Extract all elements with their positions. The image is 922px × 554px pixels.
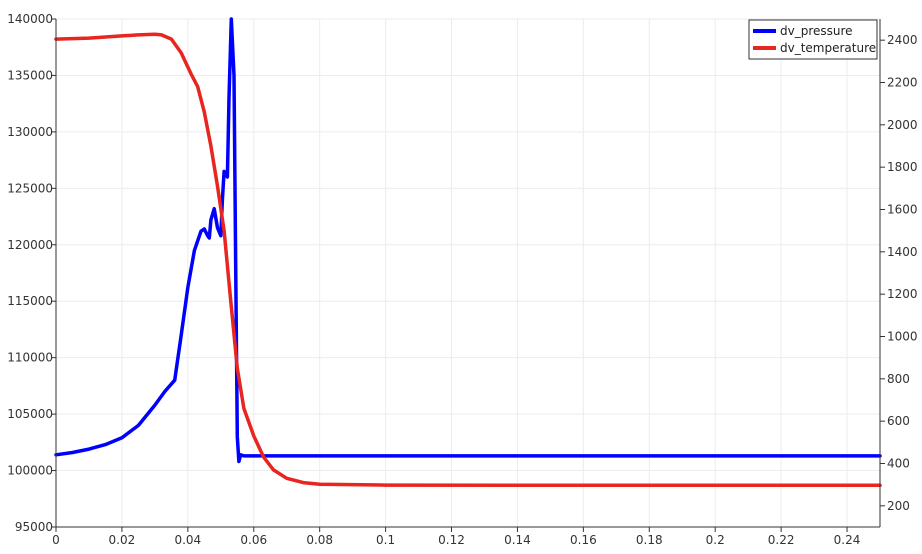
x-tick-label: 0.12 [438,533,465,547]
x-tick-label: 0.06 [240,533,267,547]
y-tick-label: 100000 [7,464,53,478]
legend: dv_pressure dv_temperature [748,19,878,60]
y2-tick-label: 600 [887,414,910,428]
y-tick-label: 135000 [7,68,53,82]
legend-box [748,19,878,60]
y-tick-label: 110000 [7,351,53,365]
x-tick-label: 0.14 [504,533,531,547]
x-tick-label: 0.1 [376,533,395,547]
x-tick-label: 0.24 [834,533,861,547]
y-tick-label: 140000 [7,12,53,26]
legend-label-dv_pressure: dv_pressure [780,24,853,38]
y2-tick-label: 2000 [887,118,918,132]
y2-tick-label: 200 [887,499,910,513]
x-tick-label: 0.22 [768,533,795,547]
y2-tick-label: 1600 [887,203,918,217]
y2-tick-label: 1400 [887,245,918,259]
y2-tick-label: 1000 [887,330,918,344]
y2-tick-label: 2200 [887,76,918,90]
legend-label-dv_temperature: dv_temperature [780,41,876,55]
x-tick-label: 0.08 [306,533,333,547]
y-tick-label: 130000 [7,125,53,139]
y-tick-label: 120000 [7,238,53,252]
y2-tick-label: 1800 [887,160,918,174]
x-tick-label: 0.04 [174,533,201,547]
series-line-dv_temperature [54,32,882,488]
x-tick-label: 0.02 [109,533,136,547]
y2-tick-label: 1200 [887,287,918,301]
y2-tick-label: 400 [887,457,910,471]
x-tick-label: 0.16 [570,533,597,547]
y-tick-label: 125000 [7,181,53,195]
y-tick-label: 95000 [15,520,53,534]
y2-tick-label: 2400 [887,33,918,47]
x-tick-label: 0 [52,533,60,547]
plot-area [54,17,882,488]
grid [55,18,880,528]
y-tick-label: 105000 [7,407,53,421]
axes: 0 0.02 0.04 0.06 0.08 0.1 0.12 0.14 0.16 0.18 0.2 0… [7,12,917,547]
y2-tick-label: 800 [887,372,910,386]
y-tick-label: 115000 [7,294,53,308]
x-tick-label: 0.2 [706,533,725,547]
x-tick-label: 0.18 [636,533,663,547]
series-line-dv_pressure [54,17,882,464]
